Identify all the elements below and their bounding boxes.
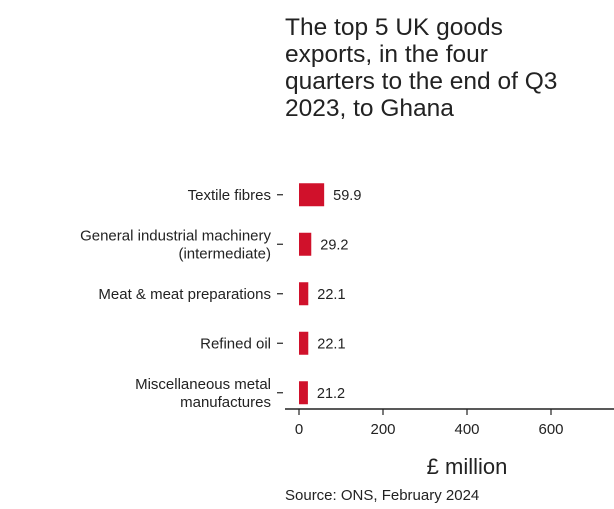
category-label: (intermediate) xyxy=(178,245,271,262)
chart-title: The top 5 UK goods exports, in the four … xyxy=(285,14,610,122)
chart-title-line: exports, in the four xyxy=(285,41,488,68)
category-label: manufactures xyxy=(180,394,271,411)
x-tick-label: 400 xyxy=(454,421,479,438)
bar xyxy=(299,381,308,405)
bar xyxy=(299,183,325,207)
x-tick-label: 600 xyxy=(538,421,563,438)
bar-value-label: 22.1 xyxy=(317,287,345,303)
x-tick-label: 200 xyxy=(370,421,395,438)
bar-value-label: 59.9 xyxy=(333,188,361,204)
x-axis-label: £ million xyxy=(427,454,508,479)
bar-value-label: 22.1 xyxy=(317,336,345,352)
category-label: Textile fibres xyxy=(188,187,271,204)
chart-title-line: The top 5 UK goods xyxy=(285,14,503,41)
bar xyxy=(299,232,312,256)
category-label: General industrial machinery xyxy=(80,227,271,244)
category-label: Meat & meat preparations xyxy=(98,286,271,303)
bar xyxy=(299,282,309,306)
source-note: Source: ONS, February 2024 xyxy=(285,487,480,504)
bar-value-label: 29.2 xyxy=(320,237,348,253)
chart-title-line: 2023, to Ghana xyxy=(285,95,454,122)
category-label: Refined oil xyxy=(200,335,271,352)
bar-chart: 59.9 Textile fibres 29.2 General industrial… xyxy=(80,183,614,479)
category-label: Miscellaneous metal xyxy=(135,376,271,393)
bar xyxy=(299,331,309,355)
x-tick-label: 0 xyxy=(295,421,303,438)
chart-title-line: quarters to the end of Q3 xyxy=(285,68,558,95)
bar-value-label: 21.2 xyxy=(317,386,345,402)
